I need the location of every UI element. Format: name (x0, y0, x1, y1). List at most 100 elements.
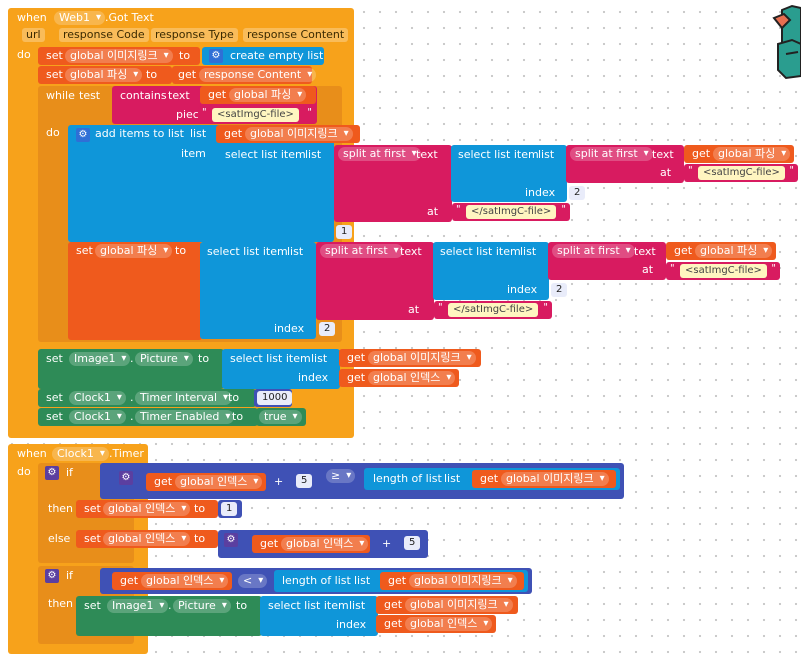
gear-icon[interactable]: ⚙ (45, 569, 59, 583)
split-at-first-block-1[interactable]: split at first text at (334, 145, 452, 222)
var-dropdown[interactable]: global 파싱 (95, 244, 173, 258)
property-dropdown[interactable]: Timer Interval (135, 391, 233, 405)
web1-component-dropdown[interactable]: Web1 (54, 11, 105, 25)
select-list-item-block-6[interactable]: select list item list index (260, 596, 378, 636)
number-one-block[interactable]: 1 (218, 500, 242, 518)
set-global-index-block[interactable]: set global 인덱스 to (76, 500, 218, 518)
getvar-dropdown[interactable]: global 이미지링크 (501, 472, 609, 486)
select-list-item-block-2[interactable]: select list item list index (451, 145, 567, 202)
var-dropdown[interactable]: global 파싱 (65, 68, 143, 82)
getvar-dropdown[interactable]: global 인덱스 (368, 371, 456, 385)
get-global-parsing-block-2[interactable]: get global 파싱 (684, 145, 794, 163)
create-empty-list-block[interactable]: ⚙ create empty list (202, 47, 324, 65)
getvar-dropdown[interactable]: global 파싱 (695, 244, 773, 258)
get-global-imagelink-block[interactable]: get global 이미지링크 (216, 125, 360, 143)
at-text-block-3[interactable]: " </satImgC-file> " (434, 301, 552, 319)
clock1-component-dropdown[interactable]: Clock1 (52, 447, 109, 461)
component-dropdown[interactable]: Image1 (107, 599, 169, 613)
param-response-content[interactable]: response Content (243, 28, 349, 42)
index-number-4[interactable]: 2 (551, 283, 568, 297)
set-global-parsing-block-2[interactable]: set global 파싱 to (68, 242, 202, 340)
get-global-index-block-4[interactable]: get global 인덱스 (112, 572, 232, 590)
component-dropdown[interactable]: Clock1 (69, 410, 126, 424)
getvar-dropdown[interactable]: global 파싱 (229, 88, 307, 102)
component-dropdown[interactable]: Clock1 (69, 391, 126, 405)
getvar-dropdown[interactable]: global 이미지링크 (405, 598, 513, 612)
mascot-icon[interactable] (768, 4, 801, 80)
at-text-block-4[interactable]: " <satImgC-file> " (666, 262, 780, 280)
index-number-2[interactable]: 2 (569, 186, 586, 200)
split-dropdown[interactable]: split at first (338, 147, 421, 161)
select-list-item-block-3[interactable]: select list item list index (200, 242, 316, 339)
property-dropdown[interactable]: Timer Enabled (135, 410, 235, 424)
property-dropdown[interactable]: Picture (135, 352, 193, 366)
piece-string[interactable]: <satImgC-file> (212, 108, 299, 122)
var-dropdown[interactable]: global 이미지링크 (65, 49, 173, 63)
getvar-dropdown[interactable]: global 이미지링크 (409, 574, 517, 588)
get-global-index-block-3[interactable]: get global 인덱스 (252, 535, 370, 553)
get-global-imagelink-block-5[interactable]: get global 이미지링크 (376, 596, 518, 614)
split-at-first-block-3[interactable]: split at first text at (316, 242, 434, 320)
at-string[interactable]: </satImgC-file> (448, 303, 539, 317)
getvar-dropdown[interactable]: global 인덱스 (175, 475, 263, 489)
param-url[interactable]: url (22, 28, 45, 42)
at-string[interactable]: <satImgC-file> (698, 166, 785, 180)
param-response-type[interactable]: response Type (151, 28, 238, 42)
index-number-1[interactable]: 1 (336, 225, 353, 239)
component-dropdown[interactable]: Image1 (69, 352, 131, 366)
get-global-index-block-5[interactable]: get global 인덱스 (376, 615, 496, 633)
number-value[interactable]: 1 (221, 502, 238, 516)
getvar-dropdown[interactable]: global 이미지링크 (245, 127, 353, 141)
get-global-imagelink-block-2[interactable]: get global 이미지링크 (339, 349, 481, 367)
param-response-code[interactable]: response Code (59, 28, 149, 42)
set-image1-picture-block[interactable]: set Image1 . Picture to (38, 349, 224, 389)
property-dropdown[interactable]: Picture (173, 599, 231, 613)
at-string[interactable]: <satImgC-file> (680, 264, 767, 278)
set-image1-picture-block-2[interactable]: set Image1 . Picture to (76, 596, 262, 636)
get-global-parsing-block-3[interactable]: get global 파싱 (666, 242, 776, 260)
var-dropdown[interactable]: global 인덱스 (103, 502, 191, 516)
operator-dropdown[interactable]: < (238, 574, 268, 588)
set-global-index-block-2[interactable]: set global 인덱스 to (76, 530, 218, 548)
gear-icon[interactable]: ⚙ (119, 471, 133, 485)
select-list-item-block-5[interactable]: select list item list index (222, 349, 340, 389)
getvar-dropdown[interactable]: response Content (199, 68, 317, 82)
getvar-dropdown[interactable]: global 인덱스 (281, 537, 369, 551)
split-dropdown[interactable]: split at first (570, 147, 653, 161)
gear-icon[interactable]: ⚙ (45, 466, 59, 480)
gear-icon[interactable]: ⚙ (224, 533, 238, 547)
split-dropdown[interactable]: split at first (552, 244, 635, 258)
set-clock1-interval-block[interactable]: set Clock1 . Timer Interval to (38, 389, 256, 407)
index-number-3[interactable]: 2 (319, 322, 336, 336)
getvar-dropdown[interactable]: global 이미지링크 (368, 351, 476, 365)
var-dropdown[interactable]: global 인덱스 (103, 532, 191, 546)
interval-value[interactable]: 1000 (257, 391, 293, 405)
get-global-parsing-block[interactable]: get global 파싱 (200, 86, 316, 104)
addend-number[interactable]: 5 (296, 474, 313, 488)
at-text-block-1[interactable]: " </satImgC-file> " (452, 203, 570, 221)
at-text-block-2[interactable]: " <satImgC-file> " (684, 164, 798, 182)
boolean-dropdown[interactable]: true (259, 410, 302, 424)
true-boolean-block[interactable]: true (256, 408, 306, 426)
get-global-index-block[interactable]: get global 인덱스 (339, 369, 459, 387)
set-clock1-enabled-block[interactable]: set Clock1 . Timer Enabled to (38, 408, 258, 426)
split-at-first-block-4[interactable]: split at first text at (548, 242, 666, 280)
set-global-parsing-block[interactable]: set global 파싱 to (38, 66, 172, 84)
interval-number-block[interactable]: 1000 (254, 389, 293, 407)
gear-icon[interactable]: ⚙ (209, 49, 223, 63)
get-global-imagelink-block-4[interactable]: get global 이미지링크 (380, 572, 524, 590)
gear-icon[interactable]: ⚙ (76, 128, 90, 142)
get-response-content-block[interactable]: get response Content (172, 66, 317, 84)
split-at-first-block-2[interactable]: split at first text at (566, 145, 684, 183)
at-string[interactable]: </satImgC-file> (466, 205, 557, 219)
get-global-imagelink-block-3[interactable]: get global 이미지링크 (472, 470, 616, 488)
getvar-dropdown[interactable]: global 파싱 (713, 147, 791, 161)
getvar-dropdown[interactable]: global 인덱스 (141, 574, 229, 588)
get-global-index-block-2[interactable]: get global 인덱스 (146, 473, 266, 491)
set-global-imagelink-block[interactable]: set global 이미지링크 to (38, 47, 200, 65)
addend-number[interactable]: 5 (404, 536, 421, 550)
select-list-item-block-1[interactable]: select list item list (218, 145, 334, 241)
operator-dropdown[interactable]: ≥ (326, 469, 356, 483)
piece-text-block[interactable]: " <satImgC-file> " (198, 106, 316, 124)
split-dropdown[interactable]: split at first (320, 244, 403, 258)
